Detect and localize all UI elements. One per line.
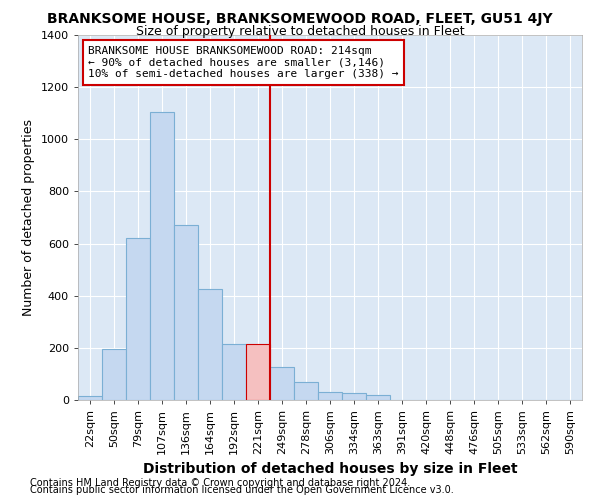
Text: Contains public sector information licensed under the Open Government Licence v3: Contains public sector information licen… [30, 485, 454, 495]
Bar [222, 344, 246, 400]
Bar [102, 349, 126, 400]
Bar [174, 226, 198, 400]
Bar [270, 368, 294, 400]
X-axis label: Distribution of detached houses by size in Fleet: Distribution of detached houses by size … [143, 462, 517, 476]
Bar [198, 289, 222, 400]
Bar [246, 344, 270, 400]
Bar [318, 392, 342, 400]
Bar [342, 394, 366, 400]
Bar [150, 112, 174, 400]
Bar [366, 395, 390, 400]
Text: BRANKSOME HOUSE, BRANKSOMEWOOD ROAD, FLEET, GU51 4JY: BRANKSOME HOUSE, BRANKSOMEWOOD ROAD, FLE… [47, 12, 553, 26]
Y-axis label: Number of detached properties: Number of detached properties [22, 119, 35, 316]
Text: Size of property relative to detached houses in Fleet: Size of property relative to detached ho… [136, 25, 464, 38]
Text: BRANKSOME HOUSE BRANKSOMEWOOD ROAD: 214sqm
← 90% of detached houses are smaller : BRANKSOME HOUSE BRANKSOMEWOOD ROAD: 214s… [88, 46, 398, 79]
Text: Contains HM Land Registry data © Crown copyright and database right 2024.: Contains HM Land Registry data © Crown c… [30, 478, 410, 488]
Bar [78, 396, 102, 400]
Bar [126, 238, 150, 400]
Bar [294, 382, 318, 400]
